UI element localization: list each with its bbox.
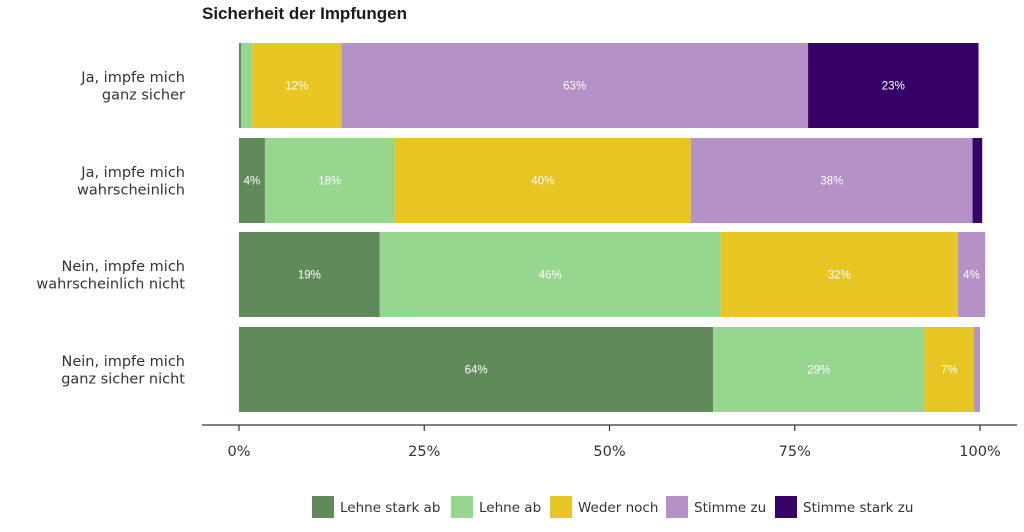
legend-label: Lehne ab xyxy=(479,500,541,516)
legend-swatch xyxy=(312,496,334,518)
data-label: 29% xyxy=(807,365,830,377)
bars: 12% 63% 23% 4% 18% 40% 38% 19% 46% 32% 4% 64% 29% 7% xyxy=(239,43,986,412)
category-label: Ja, impfe mich xyxy=(80,165,185,181)
x-tick-label: 0% xyxy=(227,444,250,460)
x-tick-label: 50% xyxy=(593,444,625,460)
data-label: 23% xyxy=(882,81,905,93)
chart-title: Sicherheit der Impfungen xyxy=(202,4,407,23)
x-tick-label: 75% xyxy=(779,444,811,460)
legend-swatch xyxy=(550,496,572,518)
data-label: 18% xyxy=(318,176,341,188)
category-label: ganz sicher nicht xyxy=(61,371,185,387)
bar-segment xyxy=(394,138,692,223)
data-label: 4% xyxy=(244,176,261,188)
bar-segment xyxy=(252,43,342,128)
category-label: Nein, impfe mich xyxy=(61,259,185,275)
category-label: Nein, impfe mich xyxy=(61,354,185,370)
data-label: 63% xyxy=(563,81,586,93)
x-tick-label: 25% xyxy=(408,444,440,460)
legend-label: Weder noch xyxy=(578,500,658,516)
legend-label: Stimme zu xyxy=(694,500,766,516)
bar-segment xyxy=(720,232,958,317)
bar-segment xyxy=(241,43,253,128)
bar-segment xyxy=(713,327,925,412)
category-label: wahrscheinlich xyxy=(77,182,185,198)
data-label: 46% xyxy=(539,270,562,282)
bar-segment xyxy=(974,327,980,412)
bar-segment xyxy=(264,138,395,223)
bar-segment xyxy=(239,138,265,223)
bar-segment xyxy=(957,232,986,317)
bar-segment xyxy=(379,232,721,317)
bar-segment xyxy=(239,327,714,412)
data-label: 38% xyxy=(820,176,843,188)
legend-swatch xyxy=(666,496,688,518)
category-label: ganz sicher xyxy=(102,87,185,103)
legend-label: Lehne stark ab xyxy=(340,500,440,516)
x-axis: 0% 25% 50% 75% 100% xyxy=(202,424,1017,460)
legend-swatch xyxy=(775,496,797,518)
data-label: 32% xyxy=(828,270,851,282)
data-label: 19% xyxy=(298,270,321,282)
data-label: 7% xyxy=(941,365,958,377)
category-label: wahrscheinlich nicht xyxy=(36,276,185,292)
legend-label: Stimme stark zu xyxy=(803,500,913,516)
bar-segment xyxy=(691,138,973,223)
legend-swatch xyxy=(451,496,473,518)
data-label: 40% xyxy=(531,176,554,188)
bar-segment xyxy=(972,138,983,223)
x-tick-label: 100% xyxy=(959,444,1000,460)
data-label: 64% xyxy=(465,365,488,377)
bar-segment xyxy=(808,43,979,128)
bar-segment xyxy=(239,232,380,317)
data-label: 12% xyxy=(285,81,308,93)
data-label: 4% xyxy=(963,270,980,282)
bar-segment xyxy=(341,43,809,128)
bar-segment xyxy=(239,43,242,128)
bar-segment xyxy=(924,327,975,412)
category-label: Ja, impfe mich xyxy=(80,70,185,86)
legend: Lehne stark ab Lehne ab Weder noch Stimme z… xyxy=(312,496,913,518)
